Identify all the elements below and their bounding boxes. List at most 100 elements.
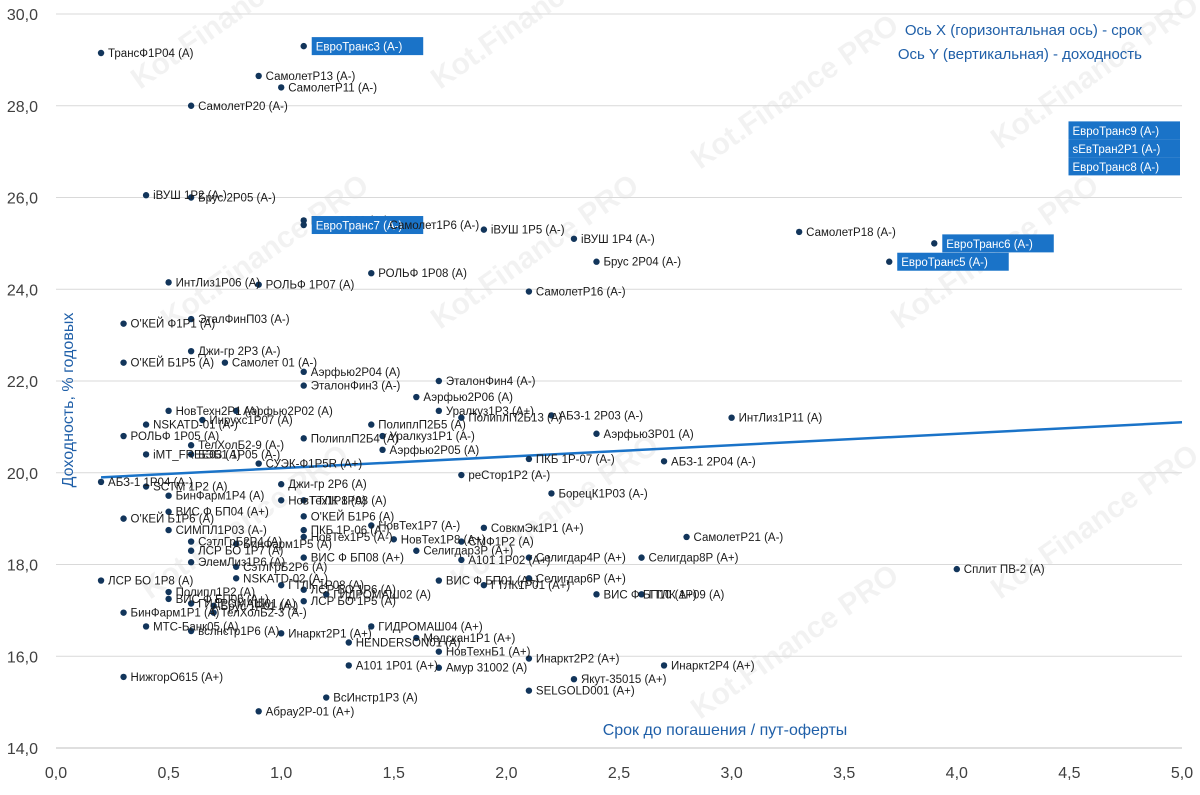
point-label: СамолетР21 (А-) <box>694 532 784 544</box>
point-label: Якут-35015 (А+) <box>581 674 667 686</box>
data-point <box>255 708 262 715</box>
data-point <box>435 407 443 415</box>
data-point <box>300 526 307 534</box>
data-point <box>120 609 127 616</box>
data-point <box>232 563 240 570</box>
axis-note-x: Ось X (горизонтальная ось) - срок <box>904 22 1142 39</box>
data-point <box>199 416 206 424</box>
data-point <box>210 602 217 609</box>
point-label: Самолет 01 (А-) <box>232 358 317 370</box>
point-label: СамолетР16 (А-) <box>536 287 626 299</box>
point-label: ПКБ 1Р-06 (А-) <box>311 525 390 537</box>
x-tick-label: 4,0 <box>946 765 968 782</box>
data-point <box>886 258 893 265</box>
point-label: ИнтЛиз1Р06 (А) <box>176 277 261 289</box>
data-point <box>548 490 555 497</box>
data-point <box>368 522 375 529</box>
trendline <box>100 421 1183 479</box>
highlight-label-box <box>942 234 1054 253</box>
point-label: Уралкуз1Р1 (А-) <box>390 431 475 443</box>
data-point <box>345 662 352 669</box>
data-point <box>413 547 420 554</box>
point-label: БинФарм1Р4 (А) <box>176 491 265 503</box>
point-label: ПолиплП2Б4 (А) <box>311 433 399 445</box>
point-label: НовТех1Р8 (А) <box>288 495 366 507</box>
data-point <box>232 407 240 415</box>
data-point <box>142 192 150 199</box>
data-point <box>97 478 105 486</box>
data-point <box>97 577 105 584</box>
point-label: СамолетР13 (А-) <box>266 71 356 83</box>
point-label: Джи-гр 2Р6 (А) <box>288 479 367 491</box>
point-label: SСТМ 1Р2 (А) <box>153 482 228 494</box>
point-label: ВИС Ф БП08 (А+) <box>311 553 404 565</box>
data-point <box>300 554 307 561</box>
point-label: СУЭК-Ф1Р5R (А+) <box>266 459 363 471</box>
data-point <box>593 258 600 265</box>
data-point <box>187 627 195 635</box>
data-point <box>278 481 285 488</box>
point-label: Аэрфью2Р06 (А) <box>423 392 513 404</box>
y-tick-label: 24,0 <box>7 282 38 299</box>
data-point <box>142 483 150 490</box>
data-point <box>187 315 195 323</box>
point-label: СамолетР11 (А-) <box>288 82 377 94</box>
highlight-label: ЕвроТранс5 (А-) <box>901 257 988 269</box>
point-label: ТелХолБ2-3 (А-) <box>221 608 307 620</box>
data-point <box>525 687 533 694</box>
x-tick-label: 4,5 <box>1058 765 1080 782</box>
data-point <box>379 432 386 440</box>
watermark-text: Kot.Finance PRO <box>425 168 645 336</box>
data-point <box>278 581 285 589</box>
data-point <box>323 591 330 598</box>
point-label: ГТЛК 1Р09 (А) <box>649 589 725 601</box>
data-point <box>97 49 105 57</box>
highlight-label: ЕвроТранс8 (А-) <box>1073 162 1160 174</box>
point-label: РОЛЬФ 1Р08 (А) <box>378 268 467 280</box>
point-label: ВИС Ф БП04 (А+) <box>176 507 269 519</box>
data-point <box>660 458 668 465</box>
data-point <box>187 600 195 607</box>
x-tick-label: 0,5 <box>157 765 179 782</box>
data-point <box>728 414 735 421</box>
data-point <box>300 533 307 541</box>
point-label: РОЛЬФ 1Р07 (А) <box>266 280 355 292</box>
data-point <box>142 451 150 458</box>
point-label: Брус 2Р05 (А-) <box>198 193 276 205</box>
trendline-layer <box>100 421 1183 479</box>
point-label: СэтлГрБ2Р4 (А) <box>198 537 282 549</box>
point-label: ВсИнстр1Р3 (А) <box>333 693 418 705</box>
data-point <box>435 648 443 655</box>
data-point <box>255 281 262 288</box>
point-label: iВУШ 1Р5 (А-) <box>491 225 565 237</box>
point-label: iМТ_FREE03 (А) <box>153 449 241 461</box>
point-label: Аэрфью2Р02 (А) <box>243 406 333 418</box>
data-point <box>221 359 229 366</box>
point-label: О'КЕЙ Ф1Р1 (А) <box>131 318 216 331</box>
x-tick-label: 5,0 <box>1171 765 1193 782</box>
point-label: БЭБ1 1Р05 (А-) <box>198 449 280 461</box>
data-point <box>525 575 533 582</box>
point-label: СамолетР18 (А-) <box>806 227 896 239</box>
data-point <box>570 235 578 242</box>
data-point <box>165 526 172 534</box>
data-point <box>165 508 172 515</box>
point-label: Инаркт2Р4 (А+) <box>671 660 755 672</box>
y-axis-title: Доходность, % годовых <box>60 313 77 488</box>
x-tick-label: 1,5 <box>383 765 405 782</box>
data-point <box>638 591 645 598</box>
data-point <box>187 547 195 554</box>
point-label: НовТех1Р7 (А-) <box>378 521 460 533</box>
data-point <box>278 84 285 91</box>
point-label: Аэрфью2Р05 (А) <box>390 445 480 457</box>
x-tick-label: 3,5 <box>833 765 855 782</box>
y-tick-label: 28,0 <box>7 99 38 116</box>
highlight-label-box <box>1068 121 1180 140</box>
data-point <box>480 226 488 233</box>
point-label: Сплит ПВ-2 (А) <box>964 564 1045 576</box>
data-point <box>345 639 352 646</box>
point-label: Селигдар8Р (А+) <box>649 553 739 565</box>
data-point <box>300 368 307 376</box>
data-point <box>525 455 533 463</box>
